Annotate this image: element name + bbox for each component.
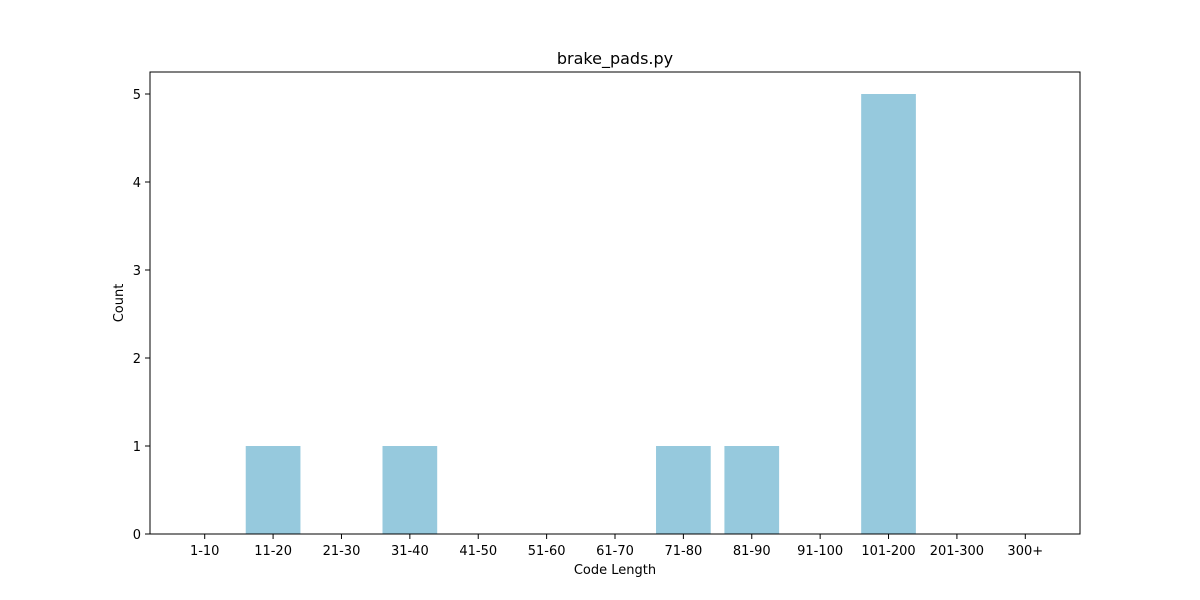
y-tick-label: 2 bbox=[133, 352, 141, 367]
y-tick-label: 0 bbox=[133, 528, 141, 543]
bar-11-20 bbox=[245, 446, 301, 534]
bar-71-80 bbox=[656, 446, 711, 534]
y-axis-label: Count bbox=[112, 284, 127, 323]
bar-31-40 bbox=[382, 446, 438, 534]
x-tick-label: 61-70 bbox=[596, 544, 634, 559]
x-tick-label: 91-100 bbox=[797, 544, 843, 559]
x-tick-label: 51-60 bbox=[528, 544, 566, 559]
x-tick-label: 71-80 bbox=[664, 544, 702, 559]
bars bbox=[245, 94, 916, 534]
bar-101-200 bbox=[861, 94, 916, 534]
y-tick-label: 1 bbox=[133, 440, 141, 455]
x-tick-label: 41-50 bbox=[459, 544, 497, 559]
x-tick-label: 81-90 bbox=[733, 544, 771, 559]
y-tick-label: 5 bbox=[133, 88, 141, 103]
x-tick-label: 31-40 bbox=[391, 544, 429, 559]
x-tick-label: 201-300 bbox=[930, 544, 984, 559]
x-tick-label: 101-200 bbox=[861, 544, 915, 559]
y-axis-ticks: 0 1 2 3 4 5 bbox=[133, 88, 150, 543]
x-tick-label: 1-10 bbox=[190, 544, 220, 559]
x-tick-label: 21-30 bbox=[323, 544, 361, 559]
x-axis-ticks: 1-10 11-20 21-30 31-40 41-50 51-60 61-70 71-80 8… bbox=[190, 534, 1043, 559]
chart-title: brake_pads.py bbox=[557, 49, 673, 69]
bar-81-90 bbox=[724, 446, 780, 534]
x-tick-label: 300+ bbox=[1007, 544, 1043, 559]
x-tick-label: 11-20 bbox=[254, 544, 292, 559]
y-tick-label: 4 bbox=[133, 176, 141, 191]
x-axis-label: Code Length bbox=[574, 563, 656, 578]
y-tick-label: 3 bbox=[133, 264, 141, 279]
